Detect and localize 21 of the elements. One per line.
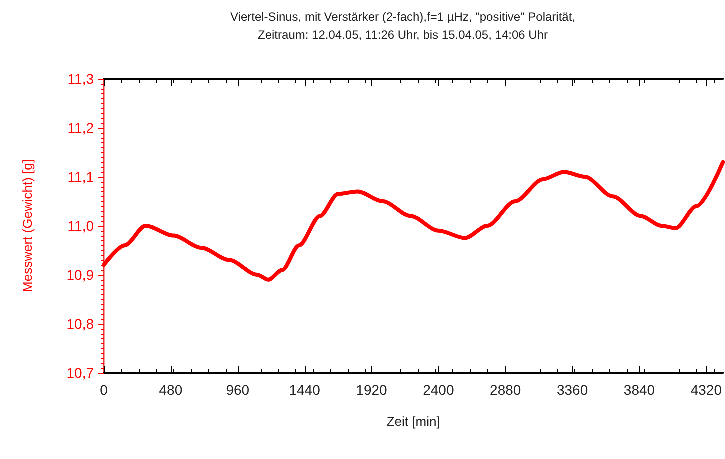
x-tick-label: 1920 — [356, 382, 388, 398]
chart-title: Viertel-Sinus, mit Verstärker (2-fach),f=1 µHz, "positive" Polarität, — [230, 10, 576, 24]
y-tick-label: 11,0 — [68, 218, 94, 234]
y-tick-label: 11,3 — [68, 71, 94, 87]
x-tick-label: 0 — [100, 382, 108, 398]
x-axis-title: Zeit [min] — [386, 414, 440, 429]
y-tick-label: 10,8 — [66, 316, 94, 332]
x-tick-label: 960 — [226, 382, 250, 398]
y-tick-label: 10,7 — [66, 365, 94, 381]
y-tick-label: 11,1 — [68, 169, 94, 185]
x-tick-label: 1440 — [289, 382, 321, 398]
x-tick-label: 4320 — [690, 382, 722, 398]
chart-subtitle: Zeitraum: 12.04.05, 11:26 Uhr, bis 15.04.05, 14:06 Uhr — [258, 28, 548, 42]
y-tick-label: 11,2 — [68, 120, 94, 136]
x-tick-label: 480 — [159, 382, 183, 398]
x-tick-label: 2400 — [423, 382, 454, 398]
y-tick-label: 10,9 — [66, 267, 94, 283]
x-tick-label: 3360 — [556, 382, 588, 398]
x-tick-label: 3840 — [624, 382, 656, 398]
x-tick-label: 2880 — [490, 382, 522, 398]
y-axis-title: Messwert (Gewicht) [g] — [20, 160, 35, 292]
